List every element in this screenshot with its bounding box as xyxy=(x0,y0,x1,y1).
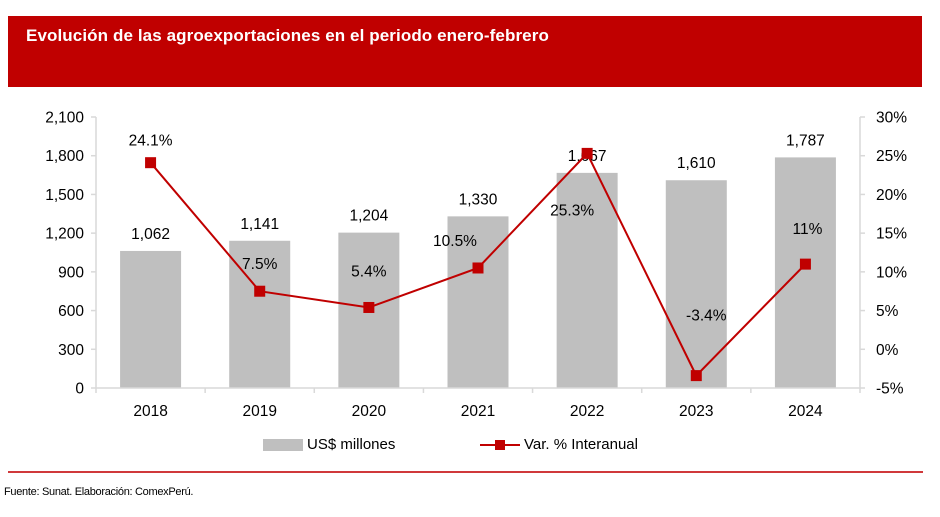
bar-label-2018: 1,062 xyxy=(131,226,170,243)
bar-label-2019: 1,141 xyxy=(240,216,279,233)
line-label-2019: 7.5% xyxy=(242,256,278,273)
left-tick-label: 1,500 xyxy=(45,187,84,204)
line-marker-2018 xyxy=(145,157,157,169)
right-tick-label: 5% xyxy=(876,303,899,320)
line-label-2023: -3.4% xyxy=(686,308,727,325)
line-label-2021: 10.5% xyxy=(433,233,477,250)
chart-title: Evolución de las agroexportaciones en el… xyxy=(26,26,549,45)
line-marker-2023 xyxy=(690,370,702,382)
line-marker-2024 xyxy=(799,258,811,270)
bar-label-2023: 1,610 xyxy=(677,155,716,172)
title-bar xyxy=(8,16,922,87)
x-tick-label-2019: 2019 xyxy=(242,403,276,420)
line-label-2018: 24.1% xyxy=(129,133,173,150)
line-marker-2021 xyxy=(472,262,484,274)
legend-item-bars: US$ millones xyxy=(263,436,395,453)
legend: US$ millones Var. % Interanual xyxy=(0,436,940,456)
combo-chart: 0 300 600 900 1,200 1,500 1,800 2,100 -5% 0% 5% 10%… xyxy=(45,110,907,421)
legend-bar-swatch xyxy=(263,438,303,451)
bar-2018 xyxy=(120,250,182,388)
line-marker-2019 xyxy=(254,285,266,297)
right-tick-label: 30% xyxy=(876,110,907,127)
legend-label-line: Var. % Interanual xyxy=(524,436,638,453)
x-tick-label-2020: 2020 xyxy=(352,403,387,420)
line-marker-2020 xyxy=(363,301,375,313)
bar-2024 xyxy=(774,157,836,388)
left-tick-label: 300 xyxy=(58,342,84,359)
x-tick-label-2022: 2022 xyxy=(570,403,604,420)
legend-label-bars: US$ millones xyxy=(307,436,396,453)
bar-2023 xyxy=(665,180,727,388)
right-tick-label: 0% xyxy=(876,342,899,359)
left-tick-label: 1,200 xyxy=(45,226,84,243)
right-tick-label: 10% xyxy=(876,264,907,281)
left-tick-label: 900 xyxy=(58,264,84,281)
right-tick-label: 25% xyxy=(876,148,907,165)
line-label-2020: 5.4% xyxy=(351,263,387,280)
line-marker-2022 xyxy=(581,147,593,159)
bar-label-2020: 1,204 xyxy=(349,208,388,225)
left-tick-label: 2,100 xyxy=(45,110,84,127)
footer-divider xyxy=(8,471,923,473)
x-tick-label-2018: 2018 xyxy=(133,403,167,420)
bar-label-2021: 1,330 xyxy=(459,191,498,208)
right-tick-label: -5% xyxy=(876,381,904,398)
bar-2021 xyxy=(447,216,509,388)
right-tick-label: 20% xyxy=(876,187,907,204)
bar-2022 xyxy=(556,172,618,388)
legend-item-line: Var. % Interanual xyxy=(480,436,638,453)
x-tick-label-2023: 2023 xyxy=(679,403,713,420)
x-tick-label-2024: 2024 xyxy=(788,403,823,420)
bar-label-2024: 1,787 xyxy=(786,132,825,149)
left-tick-label: 600 xyxy=(58,303,84,320)
x-tick-label-2021: 2021 xyxy=(461,403,495,420)
line-label-2024: 11% xyxy=(792,221,822,238)
source-note: Fuente: Sunat. Elaboración: ComexPerú. xyxy=(4,486,194,498)
right-tick-label: 15% xyxy=(876,226,907,243)
bar-2019 xyxy=(229,240,291,388)
left-tick-label: 0 xyxy=(75,381,84,398)
line-label-2022: 25.3% xyxy=(550,202,594,219)
legend-line-marker-icon xyxy=(480,439,520,451)
left-tick-label: 1,800 xyxy=(45,148,84,165)
